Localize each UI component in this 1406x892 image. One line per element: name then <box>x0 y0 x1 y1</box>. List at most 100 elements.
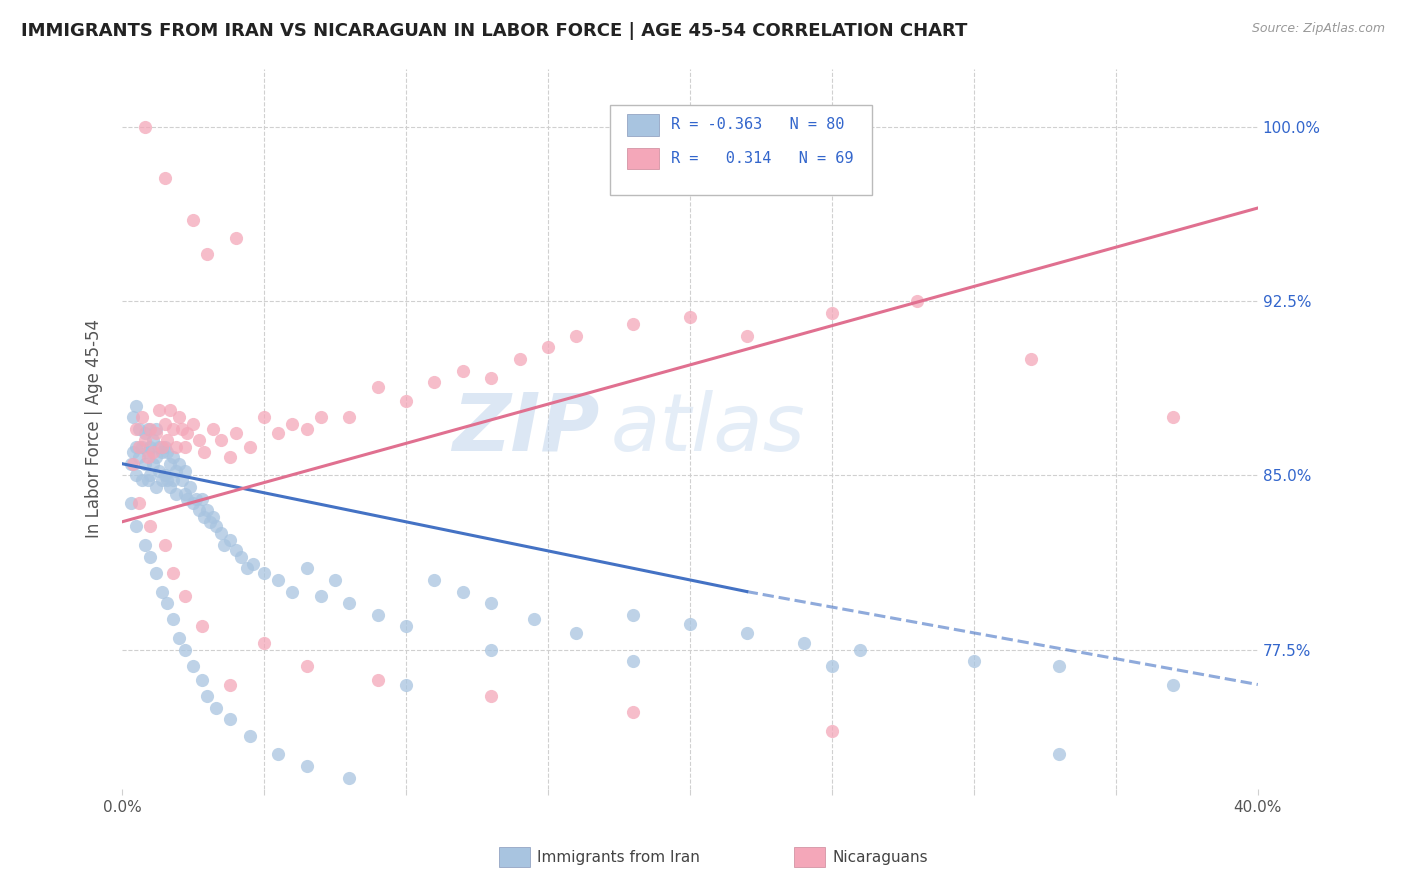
Point <box>267 747 290 762</box>
Point <box>821 659 844 673</box>
Point <box>170 473 193 487</box>
Point <box>122 457 145 471</box>
Point <box>148 403 170 417</box>
Point <box>136 445 159 459</box>
Point <box>295 759 318 773</box>
Point <box>128 422 150 436</box>
Text: atlas: atlas <box>610 390 806 467</box>
Point <box>565 626 588 640</box>
Point <box>1161 677 1184 691</box>
Point <box>621 706 644 720</box>
Point <box>145 426 167 441</box>
Point <box>125 399 148 413</box>
Point <box>167 410 190 425</box>
Point <box>153 441 176 455</box>
Point <box>190 619 212 633</box>
Point <box>451 584 474 599</box>
Point <box>423 573 446 587</box>
Point <box>181 659 204 673</box>
Point <box>193 510 215 524</box>
Point <box>181 212 204 227</box>
Point <box>139 468 162 483</box>
Point <box>963 654 986 668</box>
Point <box>281 417 304 432</box>
Point <box>187 503 209 517</box>
Point <box>337 771 360 785</box>
Point <box>173 642 195 657</box>
Point <box>395 393 418 408</box>
Point <box>225 542 247 557</box>
Point <box>295 561 318 575</box>
Point <box>153 417 176 432</box>
Point <box>253 636 276 650</box>
Point <box>253 566 276 580</box>
Point <box>337 410 360 425</box>
Point <box>323 573 346 587</box>
Point <box>367 673 389 687</box>
Text: IMMIGRANTS FROM IRAN VS NICARAGUAN IN LABOR FORCE | AGE 45-54 CORRELATION CHART: IMMIGRANTS FROM IRAN VS NICARAGUAN IN LA… <box>21 22 967 40</box>
Point <box>679 310 702 325</box>
Point <box>253 410 276 425</box>
Point <box>201 510 224 524</box>
Point <box>267 573 290 587</box>
Point <box>239 729 262 743</box>
Point <box>219 677 242 691</box>
Point <box>167 631 190 645</box>
Point <box>395 677 418 691</box>
Point <box>198 515 221 529</box>
Point <box>187 434 209 448</box>
Point <box>479 596 502 610</box>
Point <box>173 441 195 455</box>
Point <box>219 450 242 464</box>
Point <box>153 538 176 552</box>
Point <box>139 441 162 455</box>
Point <box>145 450 167 464</box>
Point <box>145 422 167 436</box>
Point <box>367 380 389 394</box>
Point <box>162 612 184 626</box>
Point <box>184 491 207 506</box>
FancyBboxPatch shape <box>627 114 659 136</box>
Point <box>231 549 253 564</box>
Point <box>150 584 173 599</box>
Text: Source: ZipAtlas.com: Source: ZipAtlas.com <box>1251 22 1385 36</box>
Point <box>565 329 588 343</box>
Point <box>193 445 215 459</box>
Point <box>134 457 156 471</box>
Point <box>142 445 165 459</box>
Point <box>821 305 844 319</box>
Point <box>236 561 259 575</box>
Point <box>1019 352 1042 367</box>
Point <box>225 426 247 441</box>
Point <box>125 422 148 436</box>
Point <box>131 410 153 425</box>
Point <box>125 519 148 533</box>
Point <box>181 496 204 510</box>
Point <box>176 426 198 441</box>
Point <box>170 422 193 436</box>
Point <box>239 441 262 455</box>
Point <box>1047 659 1070 673</box>
Point <box>479 689 502 703</box>
Point <box>136 450 159 464</box>
Point <box>309 589 332 603</box>
Point <box>537 341 560 355</box>
Point <box>451 364 474 378</box>
Text: R =   0.314   N = 69: R = 0.314 N = 69 <box>671 151 853 166</box>
Point <box>225 231 247 245</box>
Point <box>156 473 179 487</box>
Point <box>295 422 318 436</box>
Point <box>479 370 502 384</box>
Point <box>309 410 332 425</box>
Point <box>479 642 502 657</box>
Point <box>423 376 446 390</box>
Point <box>156 434 179 448</box>
Point <box>295 659 318 673</box>
Point <box>142 434 165 448</box>
Point <box>367 607 389 622</box>
Point <box>219 713 242 727</box>
Point <box>523 612 546 626</box>
Point <box>167 457 190 471</box>
Point <box>679 617 702 632</box>
Point <box>214 538 236 552</box>
